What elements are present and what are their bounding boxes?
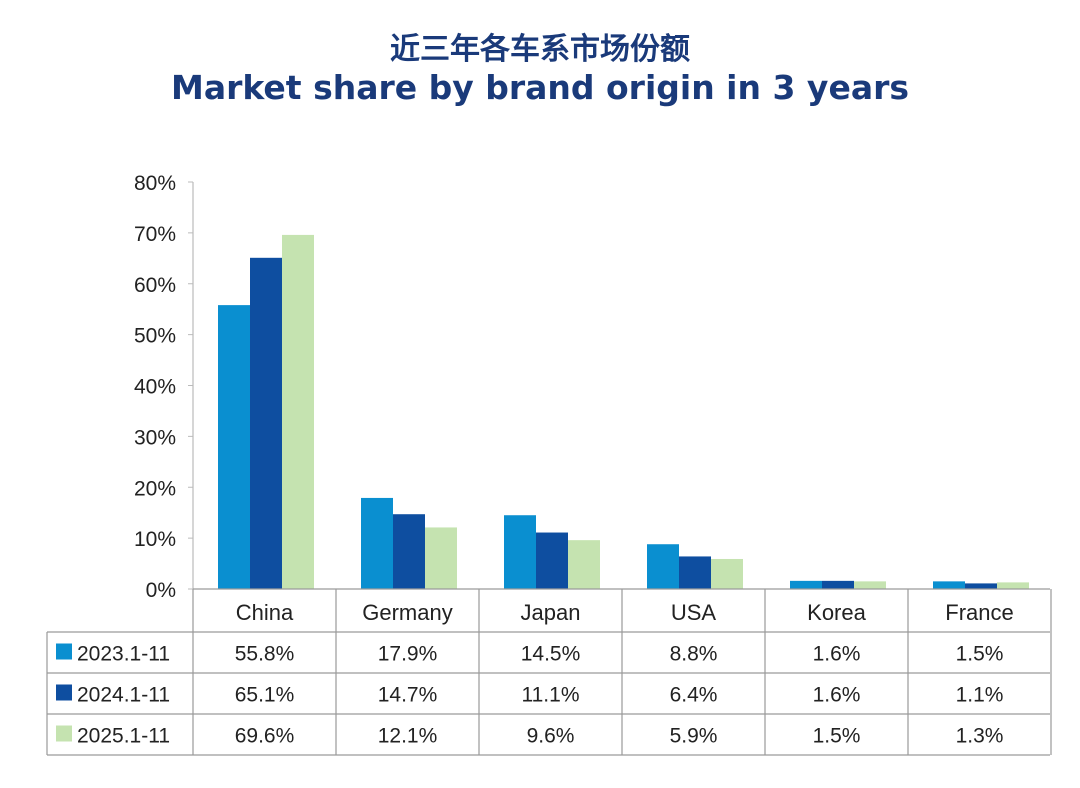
legend-swatch	[56, 684, 72, 701]
bar-korea-2	[822, 580, 854, 589]
data-value-label: 1.3%	[956, 725, 1004, 748]
x-category-label: Germany	[362, 600, 452, 625]
data-value-label: 1.6%	[813, 684, 861, 707]
y-tick-label: 60%	[134, 274, 176, 297]
bar-china-2	[250, 257, 282, 589]
bar-germany-1	[361, 497, 393, 589]
chart-title-english: Market share by brand origin in 3 years	[170, 68, 910, 107]
y-tick-label: 10%	[134, 528, 176, 551]
bar-germany-3	[425, 527, 457, 589]
y-tick-label: 80%	[134, 172, 176, 195]
bar-germany-2	[393, 514, 425, 589]
x-category-label: Japan	[521, 600, 581, 625]
data-value-label: 1.6%	[813, 643, 861, 666]
data-value-label: 1.5%	[813, 725, 861, 748]
y-tick-label: 0%	[146, 579, 176, 602]
data-value-label: 9.6%	[527, 725, 575, 748]
bar-china-3	[282, 234, 314, 589]
bar-usa-2	[679, 556, 711, 589]
bar-usa-3	[711, 558, 743, 589]
bar-korea-3	[854, 581, 886, 589]
data-value-label: 65.1%	[235, 684, 295, 707]
bar-france-2	[965, 583, 997, 589]
x-category-label: Korea	[807, 600, 866, 625]
bar-korea-1	[790, 580, 822, 589]
legend-label: 2023.1-11	[77, 643, 170, 666]
data-value-label: 69.6%	[235, 725, 295, 748]
data-value-label: 8.8%	[670, 643, 718, 666]
bar-usa-1	[647, 544, 679, 589]
data-value-label: 1.5%	[956, 643, 1004, 666]
data-value-label: 5.9%	[670, 725, 718, 748]
y-tick-label: 40%	[134, 376, 176, 399]
y-tick-label: 70%	[134, 223, 176, 246]
data-value-label: 1.1%	[956, 684, 1004, 707]
bar-france-1	[933, 581, 965, 589]
x-category-label: USA	[671, 600, 717, 625]
data-value-label: 6.4%	[670, 684, 718, 707]
data-value-label: 17.9%	[378, 643, 438, 666]
x-category-label: France	[945, 600, 1013, 625]
y-tick-label: 50%	[134, 325, 176, 348]
legend-label: 2024.1-11	[77, 684, 170, 707]
bar-france-3	[997, 582, 1029, 589]
bar-china-1	[218, 305, 250, 589]
legend-label: 2025.1-11	[77, 725, 170, 748]
data-value-label: 14.5%	[521, 643, 581, 666]
data-value-label: 11.1%	[522, 684, 580, 707]
data-value-label: 12.1%	[378, 725, 438, 748]
y-tick-label: 30%	[134, 426, 176, 449]
data-value-label: 14.7%	[378, 684, 438, 707]
data-value-label: 55.8%	[235, 643, 295, 666]
y-tick-label: 20%	[134, 477, 176, 500]
bar-japan-3	[568, 540, 600, 589]
bar-japan-1	[504, 515, 536, 589]
bar-japan-2	[536, 532, 568, 589]
legend-swatch	[56, 725, 72, 742]
legend-swatch	[56, 643, 72, 660]
chart-title-chinese: 近三年各车系市场份额	[390, 32, 690, 67]
x-category-label: China	[236, 600, 294, 625]
